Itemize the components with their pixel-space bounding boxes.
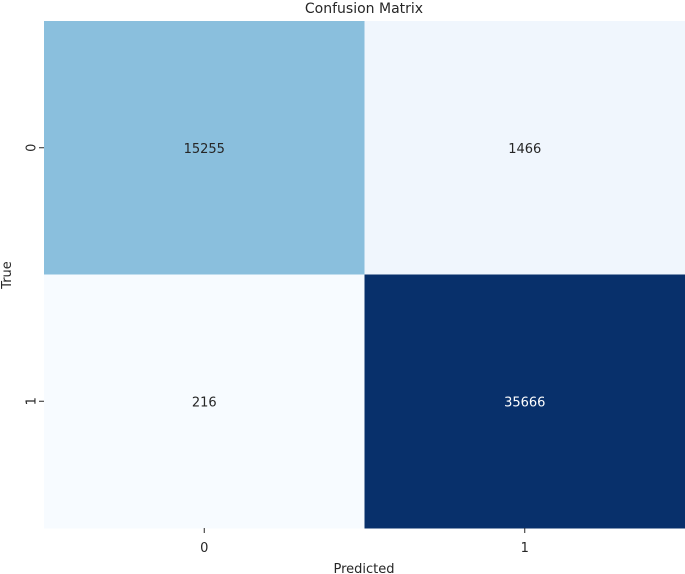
y-tick-label-0: 0	[25, 144, 40, 152]
x-tick-label-0: 0	[200, 541, 208, 556]
heatmap-cell-1-0	[44, 274, 365, 529]
heatmap-cells: 15255 1466 216 35666	[44, 21, 685, 529]
y-tick-label-1: 1	[25, 397, 40, 405]
heatmap-cell-0-0	[44, 21, 365, 275]
cell-value-label-0-1: 1466	[508, 142, 541, 157]
heatmap-cell-0-1	[364, 21, 685, 275]
x-tick-label-1: 1	[521, 541, 529, 556]
cell-value-label-1-1: 35666	[504, 395, 545, 410]
y-axis-ticks: 01	[25, 144, 44, 405]
heatmap-cell-1-1	[364, 274, 685, 529]
y-axis-label: True	[0, 261, 15, 290]
cell-value-label-1-0: 216	[192, 395, 217, 410]
x-axis-label: Predicted	[333, 562, 394, 574]
cell-value-label-0-0: 15255	[184, 142, 225, 157]
chart-title: Confusion Matrix	[305, 1, 423, 17]
